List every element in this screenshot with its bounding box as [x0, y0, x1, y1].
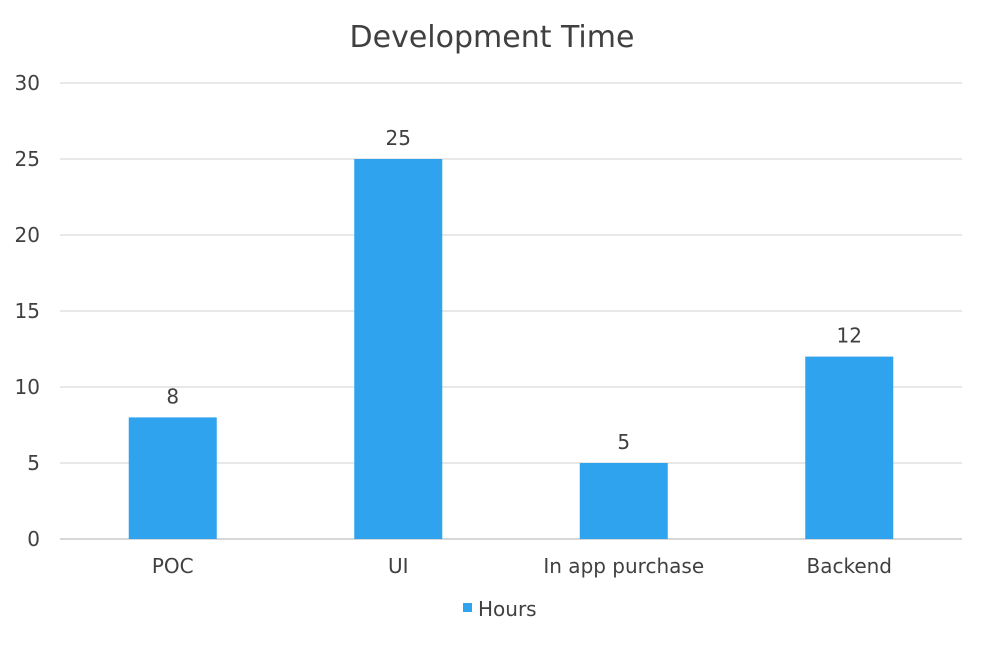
y-tick-label: 30	[15, 71, 40, 95]
data-label: 25	[386, 126, 411, 150]
data-label: 8	[166, 384, 179, 408]
x-tick-label: Backend	[806, 554, 892, 578]
bars	[128, 159, 894, 539]
bar	[128, 417, 217, 539]
data-labels: 8 25 5 12	[166, 126, 862, 454]
data-label: 5	[617, 430, 630, 454]
x-tick-label: In app purchase	[543, 554, 704, 578]
y-axis-tick-labels: 0 5 10 15 20 25 30	[15, 71, 40, 551]
bar	[354, 159, 443, 539]
y-tick-label: 15	[15, 299, 40, 323]
chart-title: Development Time	[350, 20, 635, 55]
y-tick-label: 10	[15, 375, 40, 399]
y-tick-label: 20	[15, 223, 40, 247]
y-tick-label: 5	[27, 451, 40, 475]
data-label: 12	[837, 324, 862, 348]
y-tick-label: 25	[15, 147, 40, 171]
x-axis-tick-labels: POC UI In app purchase Backend	[152, 554, 892, 578]
y-tick-label: 0	[27, 527, 40, 551]
legend-label: Hours	[478, 597, 537, 621]
x-tick-label: UI	[388, 554, 409, 578]
bar	[579, 463, 668, 539]
legend: Hours	[463, 597, 537, 621]
bar	[805, 356, 894, 539]
x-tick-label: POC	[152, 554, 194, 578]
legend-swatch	[463, 603, 472, 612]
